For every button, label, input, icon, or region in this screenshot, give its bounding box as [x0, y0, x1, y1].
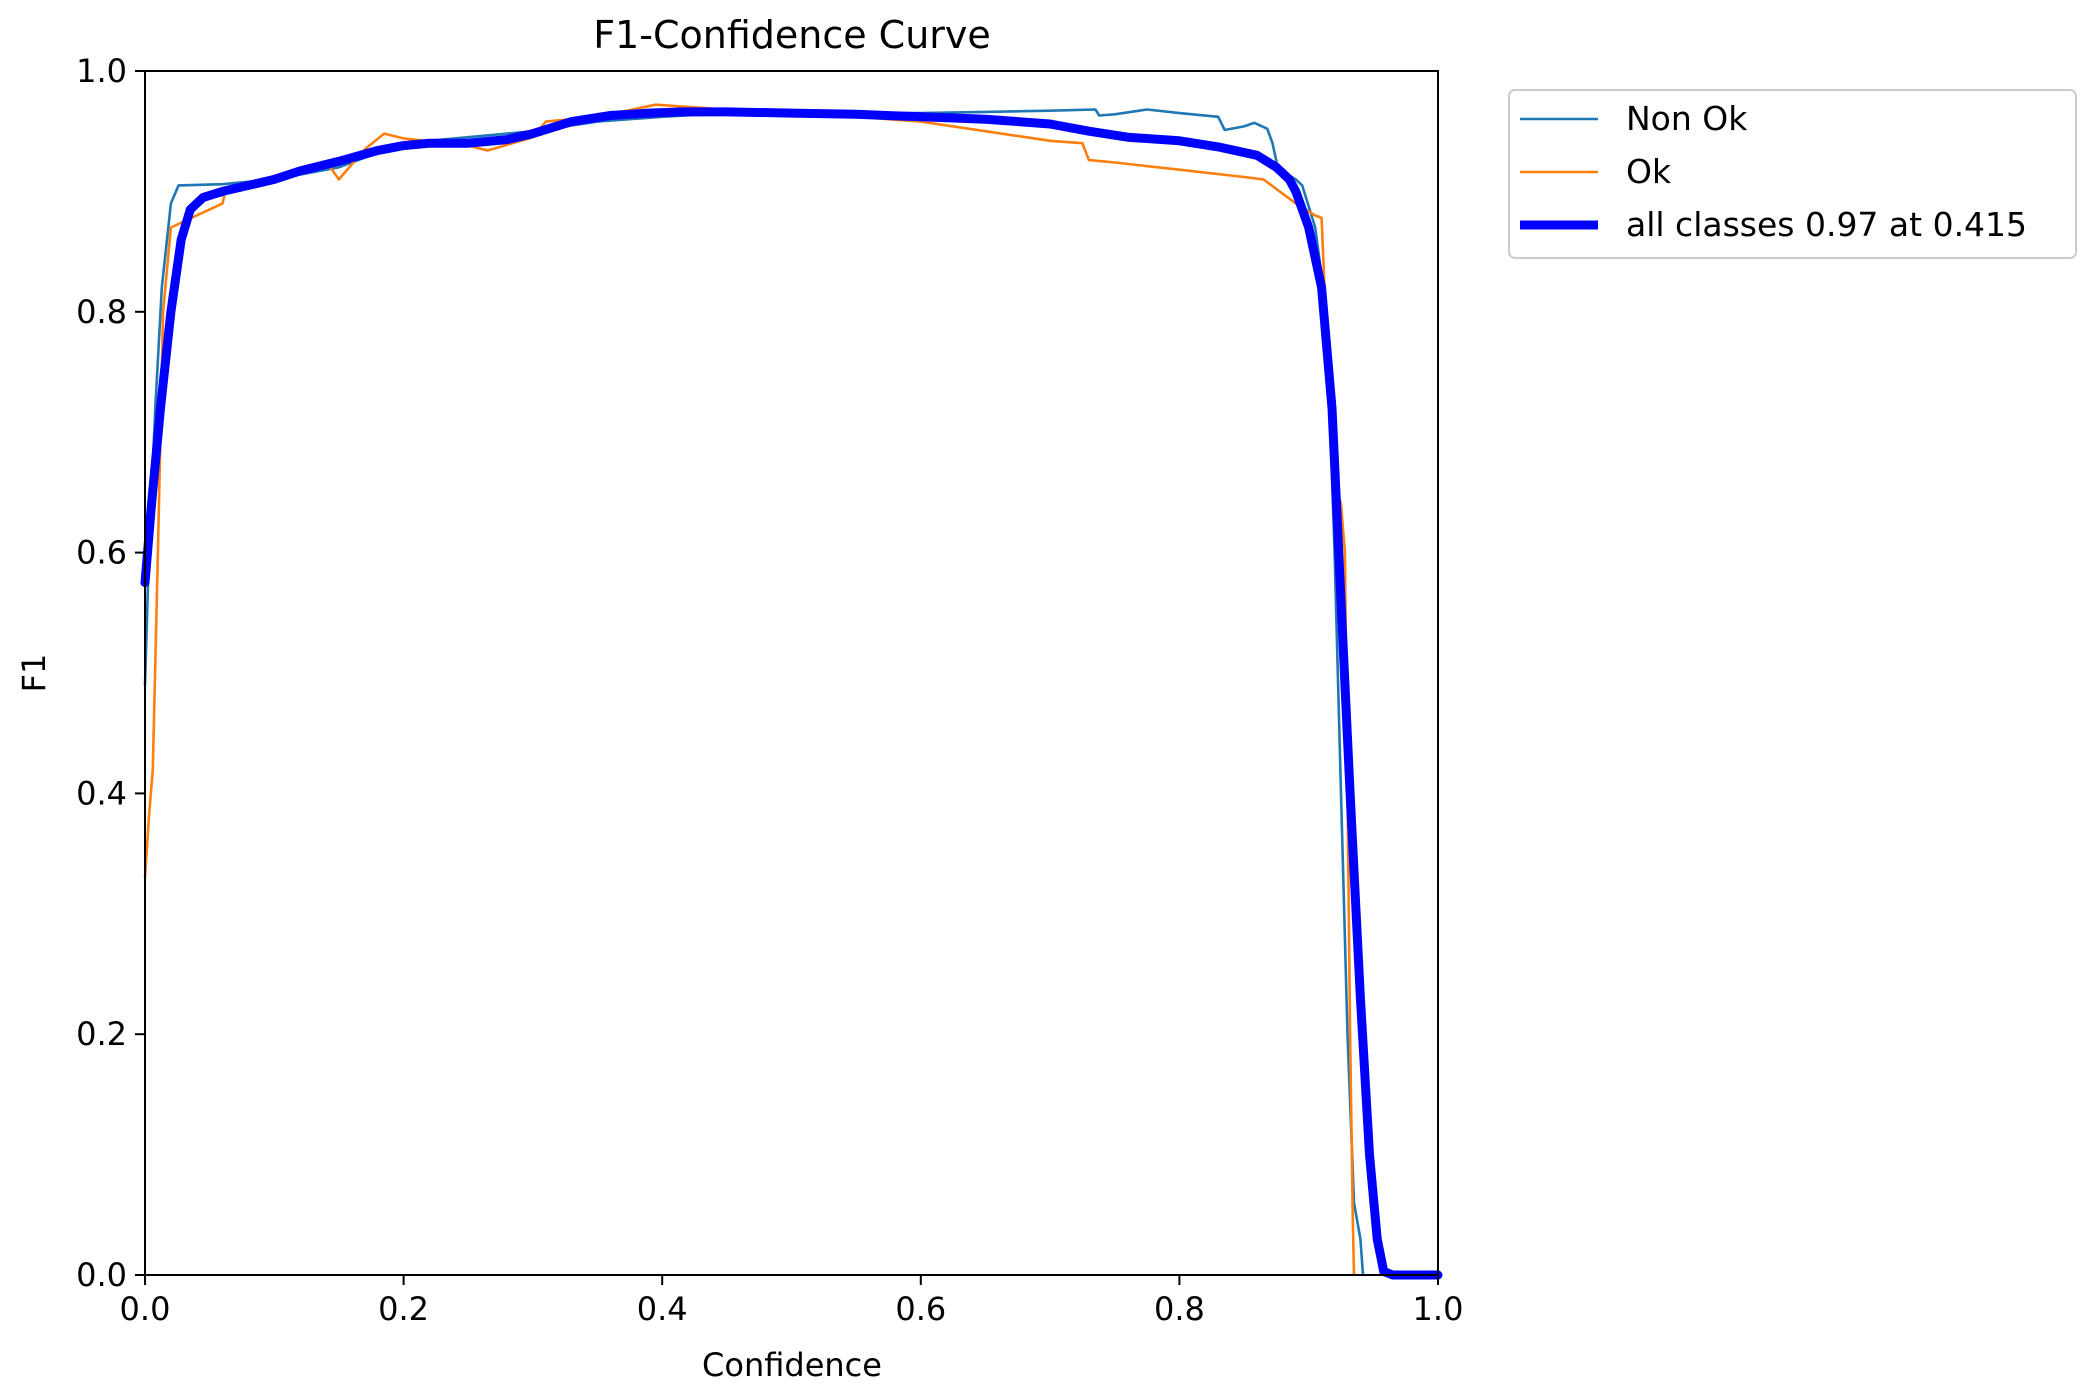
y-axis-label: F1	[15, 654, 53, 693]
y-tick-label: 0.6	[76, 534, 127, 572]
x-tick-label: 1.0	[1413, 1290, 1464, 1328]
legend-label-1: Non Ok	[1626, 99, 1748, 138]
x-tick-label: 0.6	[895, 1290, 946, 1328]
x-tick-label: 0.2	[378, 1290, 429, 1328]
x-axis-ticks: 0.0 0.2 0.4 0.6 0.8 1.0	[120, 1275, 1464, 1328]
y-tick-label: 0.8	[76, 293, 127, 331]
x-tick-label: 0.0	[120, 1290, 171, 1328]
x-axis-label: Confidence	[702, 1346, 882, 1384]
chart-title: F1-Confidence Curve	[593, 13, 991, 57]
y-axis-ticks: 0.0 0.2 0.4 0.6 0.8 1.0	[76, 52, 145, 1294]
series-line-3	[140, 107, 1443, 1280]
x-tick-label: 0.4	[637, 1290, 688, 1328]
y-tick-label: 1.0	[76, 52, 127, 90]
legend-frame	[1508, 89, 2077, 259]
plot-frame	[144, 70, 1439, 1276]
y-tick-label: 0.0	[76, 1256, 127, 1294]
legend-entries: Non Ok Ok all classes 0.97 at 0.415	[1520, 99, 2027, 244]
y-tick-label: 0.4	[76, 774, 127, 812]
y-tick-label: 0.2	[76, 1015, 127, 1053]
series-line-1	[143, 108, 1365, 1277]
plot-lines	[140, 103, 1443, 1280]
x-tick-label: 0.8	[1154, 1290, 1205, 1328]
legend-label-3: all classes 0.97 at 0.415	[1626, 205, 2027, 244]
series-line-2	[143, 103, 1356, 1277]
legend-label-2: Ok	[1626, 152, 1672, 191]
legend: Non Ok Ok all classes 0.97 at 0.415	[1508, 89, 2077, 259]
